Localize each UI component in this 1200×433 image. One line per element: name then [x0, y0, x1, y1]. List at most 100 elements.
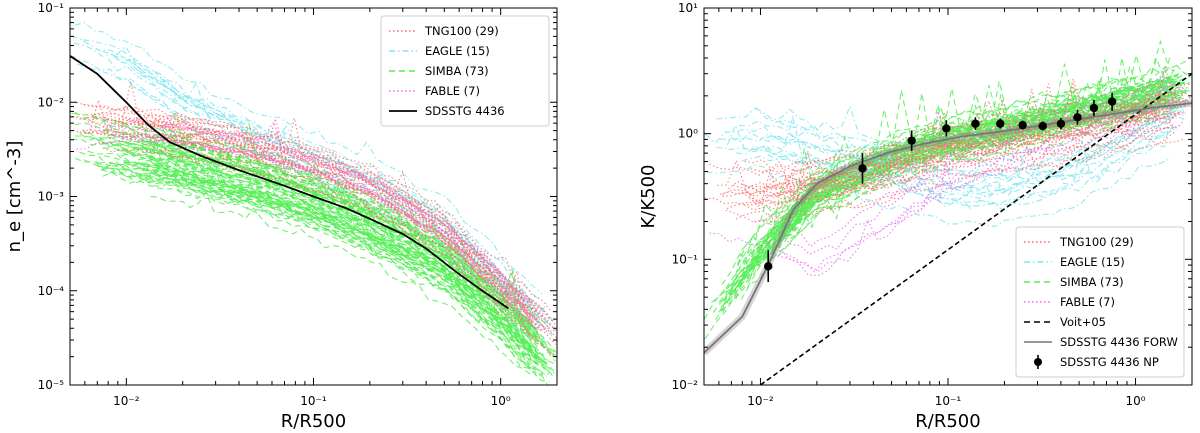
- sim-profile-tng100: [709, 96, 1182, 176]
- ticks-right: 10⁻² 10⁻¹ 10⁰ 10⁻² 10⁻¹ 10⁰ 10¹: [672, 1, 1193, 408]
- sim-profile-tng100: [76, 102, 554, 323]
- sim-profile-simba: [159, 171, 546, 359]
- sim-profile-fable: [767, 76, 1177, 248]
- sim-profile-eagle: [129, 65, 553, 327]
- sim-profile-tng100: [121, 81, 544, 317]
- np-data-point: [1056, 119, 1066, 128]
- right-panel: 10⁻² 10⁻¹ 10⁰ 10⁻² 10⁻¹ 10⁰ 10¹ TNG100 (29) EAG…: [638, 1, 1193, 432]
- sim-profile-simba: [736, 39, 1170, 265]
- sim-profile-simba: [149, 155, 531, 343]
- y-tick-label: 10⁻⁴: [38, 284, 65, 298]
- sim-profile-tng100: [110, 115, 531, 310]
- sim-profile-tng100: [108, 108, 530, 302]
- sim-profile-fable: [709, 113, 1184, 277]
- sim-profile-eagle: [116, 45, 555, 323]
- sim-profile-tng100: [789, 90, 1176, 179]
- sim-profile-tng100: [752, 112, 1182, 204]
- forw-profile-line: [704, 102, 1192, 354]
- x-tick-label: 10⁻²: [113, 394, 140, 408]
- y-tick-label: 10⁰: [678, 127, 698, 141]
- legend-label: Voit+05: [1060, 315, 1106, 329]
- sim-profile-simba: [150, 191, 532, 376]
- sim-profile-eagle: [82, 39, 540, 301]
- x-tick-label: 10⁰: [491, 394, 511, 408]
- sim-profile-simba: [156, 131, 548, 349]
- np-data-point: [764, 262, 773, 271]
- sdsstg-profile-line: [70, 55, 509, 310]
- sim-profile-tng100: [727, 83, 1181, 191]
- sim-profile-tng100: [783, 74, 1165, 195]
- sim-profile-simba: [83, 159, 550, 373]
- axis-labels-left: R/R500 n_e [cm^-3]: [4, 141, 346, 432]
- sim-profile-simba: [737, 66, 1175, 265]
- sim-profile-simba: [88, 131, 544, 344]
- sim-profile-fable: [90, 120, 531, 308]
- sim-profile-tng100: [156, 132, 538, 331]
- legend-label: TNG100 (29): [424, 24, 499, 38]
- sim-profile-tng100: [793, 124, 1174, 208]
- sim-profile-eagle: [736, 128, 1174, 206]
- np-data-point: [1089, 103, 1099, 113]
- sim-profile-simba: [771, 78, 1185, 259]
- legend-label: EAGLE (15): [425, 44, 490, 58]
- sim-profile-simba: [124, 157, 550, 372]
- sim-profile-simba: [75, 157, 538, 370]
- sim-profile-eagle: [730, 88, 1189, 179]
- sim-profile-simba: [145, 159, 541, 358]
- x-tick-label: 10⁻¹: [300, 394, 327, 408]
- sim-profile-eagle: [130, 85, 530, 336]
- sim-profile-eagle: [73, 42, 537, 311]
- y-tick-label: 10⁻⁵: [38, 378, 65, 392]
- sim-profile-tng100: [722, 112, 1175, 203]
- sim-profile-simba: [72, 112, 557, 353]
- sim-profile-simba: [711, 85, 1167, 303]
- sim-profile-simba: [104, 155, 548, 365]
- sim-profile-tng100: [754, 138, 1186, 223]
- left-panel: 10⁻² 10⁻¹ 10⁰ 10⁻⁵ 10⁻⁴ 10⁻³ 10⁻² 10⁻¹ TNG100 (…: [4, 1, 558, 432]
- sim-profile-tng100: [722, 83, 1166, 197]
- sim-profile-simba: [740, 109, 1180, 300]
- sim-profile-simba: [787, 99, 1176, 227]
- sim-profile-simba: [721, 57, 1191, 285]
- sim-profile-simba: [119, 125, 530, 332]
- y-axis-label: n_e [cm^-3]: [4, 141, 25, 253]
- sim-profile-eagle: [107, 58, 541, 331]
- sim-profile-tng100: [106, 120, 554, 336]
- sim-profile-eagle: [741, 125, 1181, 210]
- legend-label: FABLE (7): [1060, 295, 1115, 309]
- sim-profile-eagle: [102, 50, 550, 321]
- sim-profile-tng100: [717, 110, 1182, 198]
- sim-profile-tng100: [82, 129, 532, 325]
- sim-profile-fable: [890, 114, 1184, 225]
- x-tick-label: 10⁰: [1125, 394, 1145, 408]
- legend-frame: [1015, 226, 1185, 378]
- sim-profile-eagle: [716, 104, 1175, 211]
- sim-profile-simba: [127, 161, 548, 361]
- y-tick-label: 10⁻²: [672, 378, 699, 392]
- y-axis-label: K/K500: [638, 164, 659, 228]
- y-tick-label: 10⁻²: [38, 95, 65, 109]
- np-data-point: [1073, 113, 1082, 122]
- x-axis-label: R/R500: [915, 411, 980, 432]
- y-tick-label: 10¹: [678, 1, 698, 15]
- sim-profile-simba: [722, 59, 1182, 307]
- sim-profile-simba: [115, 161, 544, 365]
- legend-frame: [380, 15, 550, 127]
- sim-profile-simba: [122, 146, 555, 373]
- sim-profile-fable: [761, 101, 1191, 274]
- sim-profile-simba: [769, 100, 1179, 255]
- sim-profile-tng100: [733, 107, 1174, 197]
- legend-label: SIMBA (73): [1060, 275, 1124, 289]
- sim-profile-fable: [889, 83, 1186, 200]
- sim-profile-simba: [765, 75, 1180, 237]
- legend-left: TNG100 (29) EAGLE (15) SIMBA (73) FABLE (7)…: [380, 15, 550, 127]
- legend-label: SDSSTG 4436 NP: [1060, 355, 1159, 369]
- main-series-right: [704, 73, 1192, 385]
- x-tick-label: 10⁻²: [747, 394, 774, 408]
- sim-profile-tng100: [735, 131, 1175, 220]
- legend-label: EAGLE (15): [1060, 255, 1125, 269]
- x-tick-label: 10⁻¹: [935, 394, 962, 408]
- sim-profile-simba: [144, 161, 531, 357]
- sim-profile-tng100: [138, 149, 555, 359]
